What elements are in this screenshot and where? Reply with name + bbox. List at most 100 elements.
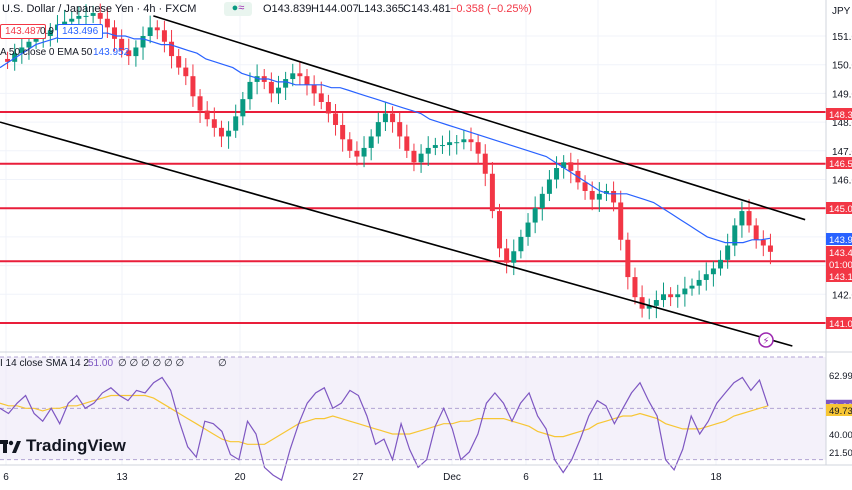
candle-body	[532, 208, 538, 223]
price-tag-label: 148.3	[829, 110, 852, 121]
candle-body	[268, 81, 274, 94]
candle-body	[390, 113, 396, 123]
candle-body	[119, 38, 125, 51]
ohlc-low: L143.365	[358, 3, 404, 15]
candle-body	[183, 67, 189, 77]
sell-button[interactable]: 143.487	[0, 24, 47, 39]
trend-line	[0, 121, 793, 347]
candle-body	[568, 162, 574, 171]
price-tag-bg	[826, 317, 852, 329]
tradingview-logo[interactable]: TradingView	[0, 436, 126, 456]
candle-body	[140, 36, 146, 48]
candle-body	[112, 27, 118, 39]
candle-body	[439, 145, 445, 147]
candle-body	[653, 300, 659, 306]
candle-body	[347, 139, 353, 151]
trend-line	[153, 15, 806, 221]
candle-body	[425, 147, 431, 154]
y-tick-label: 142.0	[832, 290, 852, 301]
candle-body	[618, 202, 624, 240]
price-tag-label: 01:00	[829, 260, 852, 271]
candle-body	[19, 47, 25, 54]
ohlc-close: C143.481	[403, 3, 451, 15]
y-tick-label: 146.0	[832, 176, 852, 187]
tradingview-logo-text: TradingView	[26, 436, 126, 455]
candle-body	[718, 259, 724, 269]
symbol-title: U.S. Dollar / Japanese Yen · 4h · FXCM	[2, 3, 197, 15]
candle-body	[546, 179, 552, 194]
rsi-tag-bg	[826, 404, 852, 416]
candle-body	[290, 73, 296, 80]
candle-body	[197, 96, 203, 111]
currency-label: JPY	[832, 6, 851, 17]
candle-body	[354, 150, 360, 157]
candle-body	[133, 47, 139, 57]
rsi-tick-label: 40.00	[829, 430, 852, 441]
candle-body	[632, 277, 638, 298]
x-tick-label: 27	[352, 472, 364, 483]
buy-button[interactable]: 143.496	[57, 24, 104, 39]
candle-body	[489, 173, 495, 212]
rsi-tick-label: 49.73	[829, 406, 852, 417]
candle-body	[739, 211, 745, 226]
x-tick-label: 13	[116, 472, 128, 483]
candle-body	[689, 285, 695, 289]
candle-body	[169, 41, 175, 57]
price-tag-bg	[826, 270, 852, 282]
ema-legend-value: 143.952	[93, 47, 130, 58]
candle-body	[333, 113, 339, 125]
candle-body	[247, 81, 253, 100]
candle-body	[447, 142, 453, 146]
candle-body	[26, 41, 32, 48]
candle-body	[482, 153, 488, 174]
candle-body	[732, 225, 738, 246]
candle-body	[340, 124, 346, 140]
ohlc-open: O143.839	[263, 3, 312, 15]
x-tick-label: 20	[234, 472, 246, 483]
candle-body	[582, 182, 588, 191]
candle-body	[154, 27, 160, 31]
candle-body	[668, 294, 674, 298]
chart-settings-icon[interactable]: ●≈	[224, 2, 252, 16]
candle-body	[33, 38, 39, 42]
candle-body	[190, 76, 196, 97]
rsi-ma-line	[0, 394, 769, 445]
ohlc-high: H144.007	[311, 3, 359, 15]
tradingview-logo-icon	[0, 439, 22, 453]
price-change: −0.358 (−0.25%)	[450, 3, 532, 15]
candle-body	[47, 30, 53, 36]
price-tag-label: 145.0	[829, 204, 852, 215]
alert-icon	[758, 332, 774, 348]
candle-body	[703, 274, 709, 280]
candle-body	[753, 225, 759, 240]
candle-body	[554, 168, 560, 180]
candle-body	[368, 136, 374, 148]
x-tick-label: 18	[710, 472, 722, 483]
candle-body	[311, 84, 317, 94]
candle-body	[525, 222, 531, 237]
y-tick-label: 149.0	[832, 89, 852, 100]
candle-body	[404, 136, 410, 151]
candle-body	[675, 294, 681, 298]
candle-body	[382, 113, 388, 123]
x-tick-label: 6	[523, 472, 529, 483]
candle-body	[710, 268, 716, 275]
x-tick-label: 6	[3, 472, 9, 483]
candle-body	[218, 127, 224, 137]
candle-body	[418, 153, 424, 163]
candle-body	[204, 110, 210, 120]
candle-body	[397, 122, 403, 137]
candle-body	[596, 193, 602, 200]
price-tag-bg	[826, 258, 852, 270]
candle-body	[147, 27, 153, 36]
candle-body	[725, 245, 731, 260]
candle-body	[325, 102, 331, 114]
price-tag-bg	[826, 233, 852, 245]
candle-body	[518, 236, 524, 252]
candle-body	[83, 15, 89, 17]
rsi-tick-label: 21.50	[829, 448, 852, 459]
candle-body	[468, 139, 474, 143]
rsi-tick-label: 62.99	[829, 371, 852, 382]
